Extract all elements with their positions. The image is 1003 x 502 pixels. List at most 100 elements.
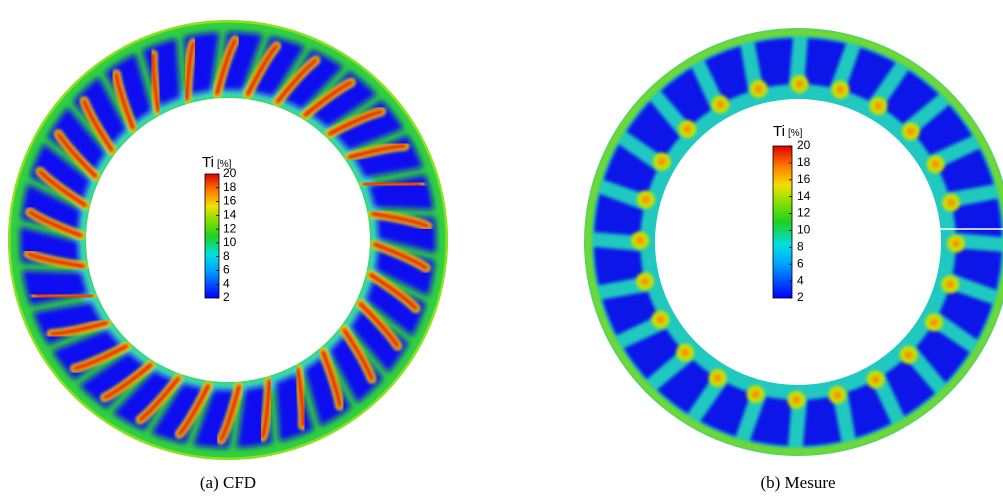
passage xyxy=(660,67,712,126)
wake-core xyxy=(275,58,318,104)
wake-core xyxy=(836,85,845,94)
wake-core xyxy=(362,181,423,187)
passage xyxy=(939,289,993,340)
passage xyxy=(882,70,939,124)
wake-core xyxy=(342,327,374,381)
wake-core xyxy=(245,43,279,97)
wake-core xyxy=(295,367,306,428)
passage xyxy=(914,104,973,156)
wake-core xyxy=(370,211,430,229)
colorbar-title: Ti xyxy=(202,154,214,171)
passage xyxy=(29,143,91,202)
passage xyxy=(623,328,682,380)
colorbar-tick-label: 18 xyxy=(797,155,811,169)
colorbar-tick-label: 20 xyxy=(797,138,811,152)
passage xyxy=(594,194,644,236)
passage xyxy=(750,396,792,446)
wake-core xyxy=(347,144,407,160)
wake-core xyxy=(321,350,342,408)
colorbar-tick-label: 2 xyxy=(223,290,230,304)
wake-core xyxy=(368,272,418,311)
caption: (a) CFD xyxy=(200,473,256,492)
wake-core xyxy=(56,131,98,179)
passage xyxy=(151,383,205,444)
colorbar-title: Ti xyxy=(773,123,785,140)
wake-core xyxy=(327,109,384,136)
wake-core xyxy=(951,239,960,248)
passage xyxy=(916,326,970,383)
passage xyxy=(700,383,751,437)
colorbar-tick-label: 10 xyxy=(223,235,237,249)
passage xyxy=(281,49,344,110)
wake-core xyxy=(82,99,114,153)
colorbar-tick-label: 6 xyxy=(797,256,804,270)
wake-core xyxy=(640,277,649,286)
colorbar-tick-label: 8 xyxy=(797,240,804,254)
caption: (b) Mesure xyxy=(760,473,835,492)
wake-core xyxy=(946,280,955,289)
colorbar-tick-label: 12 xyxy=(223,221,237,235)
wake-core xyxy=(874,101,883,110)
colorbar-tick-label: 18 xyxy=(223,180,237,194)
wake-core xyxy=(906,127,915,136)
wake-core xyxy=(150,52,161,113)
wake-core xyxy=(792,395,801,404)
wake-core xyxy=(904,350,913,359)
passage xyxy=(365,278,427,337)
wake-core xyxy=(930,318,939,327)
passage xyxy=(329,334,384,404)
passage xyxy=(602,291,659,336)
wake-core xyxy=(657,157,666,166)
colorbar-tick-label: 14 xyxy=(223,208,237,222)
wake-core xyxy=(27,210,84,238)
wake-core xyxy=(947,198,956,207)
wake-core xyxy=(215,38,238,96)
passage xyxy=(754,38,793,88)
wake-core xyxy=(833,391,842,400)
passage xyxy=(72,76,127,146)
colorbar-unit: [%] xyxy=(788,128,803,139)
wake-core xyxy=(303,80,354,117)
passage xyxy=(847,381,892,438)
passage xyxy=(594,247,644,286)
colorbar-unit: [%] xyxy=(217,159,232,170)
wake-core xyxy=(871,375,880,384)
passage xyxy=(47,107,106,173)
wake-core xyxy=(636,236,645,245)
passage xyxy=(626,101,680,158)
measure-contour xyxy=(584,28,1003,456)
colorbar-tick-label: 4 xyxy=(223,276,230,290)
wake-core xyxy=(26,251,86,269)
wake-core xyxy=(713,374,722,383)
colorbar xyxy=(204,173,220,299)
passage xyxy=(657,360,714,414)
passage xyxy=(112,370,175,431)
colorbar-tick-label: 6 xyxy=(223,263,230,277)
passage xyxy=(803,396,842,446)
wake-core xyxy=(931,160,940,169)
wake-core xyxy=(114,72,135,130)
passage xyxy=(937,148,994,193)
colorbar-tick-label: 20 xyxy=(223,166,237,180)
colorbar-tick-label: 16 xyxy=(223,194,237,208)
wake-core xyxy=(102,363,153,400)
passage xyxy=(79,352,147,409)
wake-core xyxy=(33,293,94,299)
colorbar-tick-label: 16 xyxy=(797,172,811,186)
wake-core xyxy=(795,80,804,89)
passage xyxy=(804,38,846,88)
passage xyxy=(251,36,305,97)
colorbar-tick-label: 12 xyxy=(797,206,811,220)
wake-core xyxy=(260,379,272,439)
colorbar-tick-label: 10 xyxy=(797,223,811,237)
wake-core xyxy=(358,301,400,349)
colorbar-tick-label: 2 xyxy=(797,290,804,304)
passage xyxy=(309,71,377,128)
wake-core xyxy=(716,100,725,109)
wake-core xyxy=(681,348,690,357)
colorbar-tick-label: 14 xyxy=(797,189,811,203)
passage xyxy=(704,46,749,103)
passage xyxy=(845,47,896,101)
wake-core xyxy=(184,41,196,101)
